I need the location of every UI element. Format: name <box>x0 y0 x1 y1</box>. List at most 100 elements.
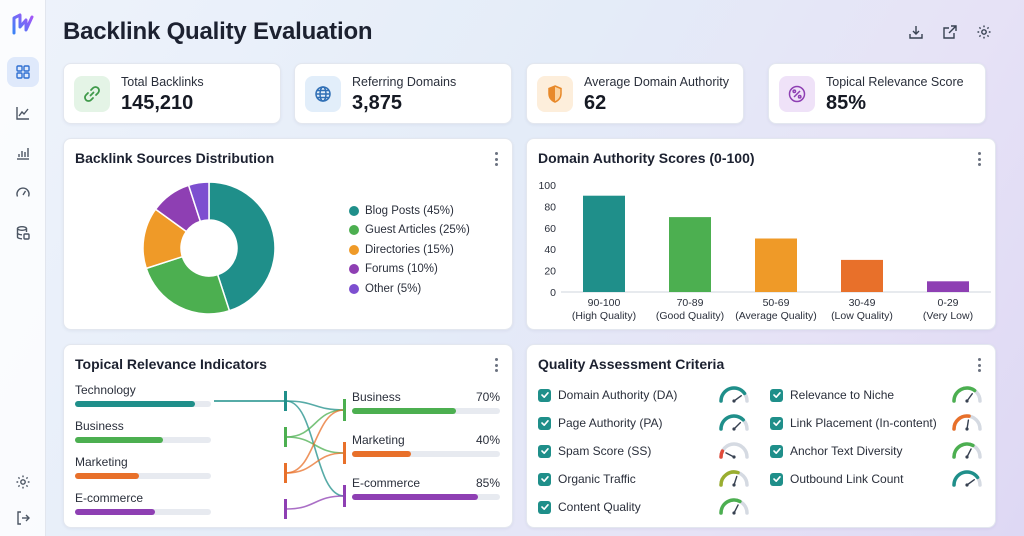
nav-trends[interactable] <box>7 98 39 128</box>
y-tick-label: 40 <box>544 244 556 256</box>
sources-legend: Blog Posts (45%) Guest Articles (25%) Di… <box>349 201 470 299</box>
criteria-item[interactable]: Domain Authority (DA) <box>538 386 677 404</box>
sources-donut-chart <box>142 181 276 315</box>
x-tick-label: (Low Quality) <box>831 310 893 322</box>
criteria-item[interactable]: Page Authority (PA) <box>538 414 663 432</box>
donut-slice[interactable] <box>145 255 231 315</box>
domain-authority-card: Domain Authority Scores (0-100) 100 80 60 4… <box>526 138 996 330</box>
share-button[interactable] <box>940 22 960 42</box>
more-options-icon[interactable] <box>975 151 983 167</box>
gauge-icon <box>952 386 982 403</box>
donut-slice[interactable] <box>187 181 210 223</box>
nav-dashboard[interactable] <box>7 57 39 87</box>
y-tick-label: 80 <box>544 201 556 213</box>
flow-line <box>285 495 345 510</box>
topic-right-ecommerce: E-commerce 85% <box>352 476 500 500</box>
bar[interactable] <box>927 281 969 292</box>
checkbox-checked-icon[interactable] <box>770 416 783 430</box>
sidebar <box>0 0 46 536</box>
criteria-item[interactable]: Anchor Text Diversity <box>770 442 902 460</box>
donut-slice[interactable] <box>208 181 276 312</box>
legend-item: Blog Posts (45%) <box>349 201 470 221</box>
link-icon <box>74 76 110 112</box>
topic-label: Marketing <box>75 455 128 469</box>
criteria-label: Domain Authority (DA) <box>558 388 678 402</box>
topic-bar-fill <box>75 437 164 443</box>
criteria-item[interactable]: Content Quality <box>538 498 641 516</box>
gauge-icon <box>952 470 982 487</box>
topic-bar-track <box>352 408 500 414</box>
download-button[interactable] <box>906 22 926 42</box>
checkbox-checked-icon[interactable] <box>538 416 551 430</box>
criteria-item[interactable]: Link Placement (In-content) <box>770 414 937 432</box>
flow-node-left <box>284 427 287 447</box>
topic-left-technology: Technology <box>75 383 215 407</box>
flow-node-left <box>284 463 287 483</box>
legend-label: Directories (15%) <box>365 243 454 256</box>
topic-bar-fill <box>75 401 195 407</box>
flow-node-right <box>343 399 346 421</box>
topic-percent: 40% <box>475 433 500 447</box>
bar[interactable] <box>755 238 797 293</box>
checkbox-checked-icon[interactable] <box>770 388 783 402</box>
settings-button[interactable] <box>974 22 994 42</box>
sources-card: Backlink Sources Distribution Blog Posts… <box>63 138 513 330</box>
checkbox-checked-icon[interactable] <box>538 388 551 402</box>
legend-item: Forums (10%) <box>349 260 470 280</box>
checkbox-checked-icon[interactable] <box>538 444 551 458</box>
topic-label: E-commerce <box>352 476 421 490</box>
topic-label: Business <box>352 390 401 404</box>
flow-line <box>285 452 345 474</box>
settings-icon <box>16 475 30 489</box>
external-link-icon <box>943 25 957 39</box>
topic-bar-fill <box>352 408 456 414</box>
stat-label: Total Backlinks <box>121 75 204 89</box>
criteria-title: Quality Assessment Criteria <box>538 356 725 372</box>
nav-settings[interactable] <box>7 467 39 497</box>
topic-right-business: Business 70% <box>352 390 500 414</box>
bar[interactable] <box>583 195 625 292</box>
nav-performance[interactable] <box>7 178 39 208</box>
checkbox-checked-icon[interactable] <box>538 500 551 514</box>
more-options-icon[interactable] <box>975 357 983 373</box>
nav-logout[interactable] <box>7 503 39 533</box>
bar[interactable] <box>841 259 883 292</box>
legend-label: Forums (10%) <box>365 263 438 276</box>
checkbox-checked-icon[interactable] <box>538 472 551 486</box>
gauge-icon <box>719 386 749 403</box>
gauge-icon <box>719 414 749 431</box>
gauge-icon <box>952 442 982 459</box>
criteria-item[interactable]: Relevance to Niche <box>770 386 894 404</box>
x-tick-label: (Very Low) <box>923 310 973 322</box>
more-options-icon[interactable] <box>492 151 500 167</box>
stat-value: 145,210 <box>121 92 194 114</box>
bar[interactable] <box>669 217 711 292</box>
checkbox-checked-icon[interactable] <box>770 472 783 486</box>
criteria-label: Content Quality <box>558 500 641 514</box>
topic-label: Technology <box>75 383 136 397</box>
topic-bar-track <box>352 494 500 500</box>
stat-value: 85% <box>826 92 867 114</box>
topic-bar-fill <box>75 473 139 479</box>
nav-analytics[interactable] <box>7 138 39 168</box>
criteria-label: Anchor Text Diversity <box>790 444 903 458</box>
x-tick-label: 70-89 <box>677 297 704 309</box>
stat-average-domain-authority: Average Domain Authority 62 <box>526 63 744 124</box>
x-tick-label: (High Quality) <box>572 310 636 322</box>
shield-icon <box>537 76 573 112</box>
criteria-item[interactable]: Outbound Link Count <box>770 470 903 488</box>
database-icon <box>16 226 30 240</box>
legend-label: Blog Posts (45%) <box>365 204 454 217</box>
flow-node-left <box>284 391 287 411</box>
gauge-icon <box>719 498 749 515</box>
logout-icon <box>17 511 30 525</box>
legend-item: Other (5%) <box>349 279 470 299</box>
more-options-icon[interactable] <box>492 357 500 373</box>
criteria-item[interactable]: Spam Score (SS) <box>538 442 651 460</box>
logo-icon <box>12 13 34 35</box>
flow-line <box>285 409 345 474</box>
legend-swatch <box>349 283 359 294</box>
criteria-item[interactable]: Organic Traffic <box>538 470 636 488</box>
nav-data[interactable] <box>7 218 39 248</box>
checkbox-checked-icon[interactable] <box>770 444 783 458</box>
